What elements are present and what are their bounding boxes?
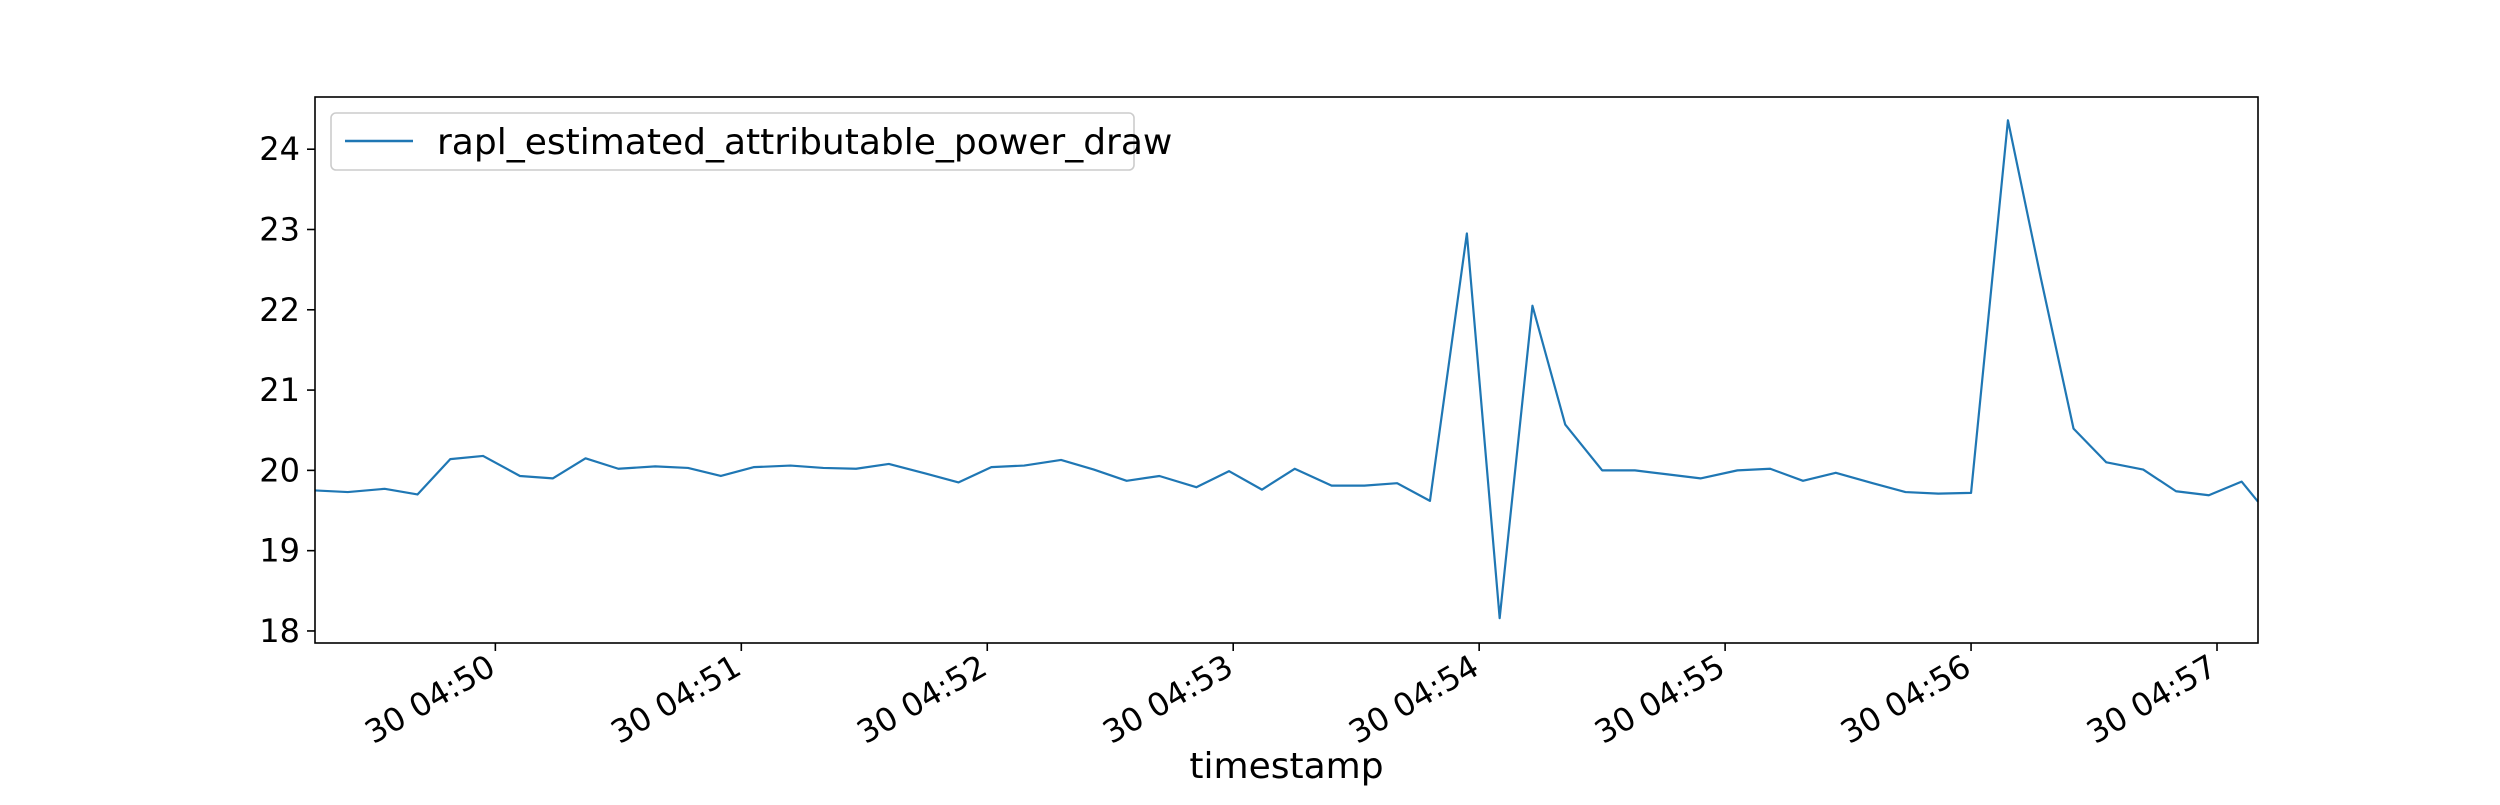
data-point [1363,485,1365,487]
data-point [347,491,349,493]
data-point [1802,480,1804,482]
data-point [1937,493,1939,495]
data-point [585,457,587,459]
data-point [1872,482,1874,484]
y-tick-label: 24 [259,130,300,168]
data-point [519,475,521,477]
data-point [1060,459,1062,461]
data-point [1531,305,1533,307]
data-point [1700,477,1702,479]
data-point [1769,468,1771,470]
y-tick-label: 21 [259,371,300,409]
data-point [1331,485,1333,487]
data-point [2208,494,2210,496]
data-point [2241,481,2243,483]
data-point [822,467,824,469]
data-point [2175,490,2177,492]
data-point [990,466,992,468]
data-point [2105,461,2107,463]
data-point [1466,233,1468,234]
y-tick-label: 20 [259,451,300,489]
data-point [1158,475,1160,477]
data-point [1499,617,1501,619]
data-point [1634,469,1636,471]
data-point [888,463,890,465]
data-point [1667,473,1669,475]
data-point [1564,424,1566,426]
data-point [416,493,418,495]
legend-box [330,112,1135,171]
y-tick-label: 22 [259,291,300,329]
axes-frame [314,96,2259,644]
data-point [449,458,451,460]
data-point [2073,428,2075,430]
legend: rapl_estimated_attributable_power_draw [330,112,1172,171]
data-point [1195,486,1197,488]
data-point [384,488,386,490]
data-point [2142,469,2144,471]
data-point [1429,500,1431,502]
data-point [1970,492,1972,494]
data-point [958,481,960,483]
plot-area [314,119,2259,620]
data-point [1093,469,1095,471]
data-point [1126,480,1128,482]
data-point [1396,482,1398,484]
data-point [753,466,755,468]
data-point [1736,469,1738,471]
data-point [1023,465,1025,467]
x-axis-label: timestamp [1189,746,1383,787]
data-point [552,477,554,479]
y-tick-label: 23 [259,210,300,248]
data-point [687,467,689,469]
y-axis: 18 19 20 21 22 23 24 [259,130,315,650]
data-point [2007,119,2009,121]
data-point [617,468,619,470]
data-point [925,473,927,475]
data-point [855,468,857,470]
y-tick-label: 19 [259,532,300,570]
y-tick-label: 18 [259,612,300,650]
data-point [790,465,791,467]
data-point [1601,469,1603,471]
data-point [654,465,656,467]
data-point [1261,489,1263,491]
data-point [720,475,722,477]
legend-label: rapl_estimated_attributable_power_draw [437,122,1172,163]
data-point [1835,472,1837,474]
data-point [1228,470,1230,472]
data-point [1904,491,1906,493]
data-point [2040,277,2042,279]
data-point [482,455,484,457]
data-point [1294,468,1296,470]
